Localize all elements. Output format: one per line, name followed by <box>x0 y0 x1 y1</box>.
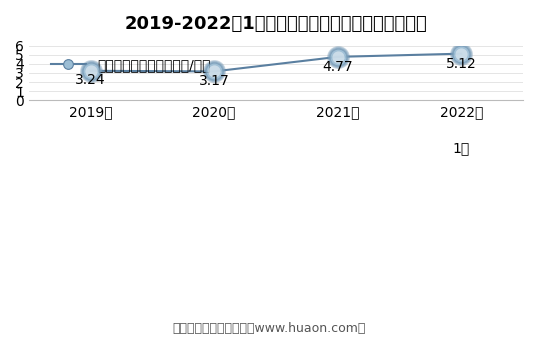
Legend: 纯碱期货成交均价（万元/手）: 纯碱期货成交均价（万元/手） <box>46 53 216 78</box>
Text: 4.77: 4.77 <box>322 60 353 74</box>
Text: 制图：华经产业研究院（www.huaon.com）: 制图：华经产业研究院（www.huaon.com） <box>172 322 366 335</box>
Text: 1月: 1月 <box>452 141 470 155</box>
Text: 3.24: 3.24 <box>75 73 106 87</box>
Title: 2019-2022年1月郑州商品交易所纯碱期货成交均价: 2019-2022年1月郑州商品交易所纯碱期货成交均价 <box>124 15 427 33</box>
Text: 3.17: 3.17 <box>199 74 230 88</box>
Text: 5.12: 5.12 <box>446 57 477 71</box>
